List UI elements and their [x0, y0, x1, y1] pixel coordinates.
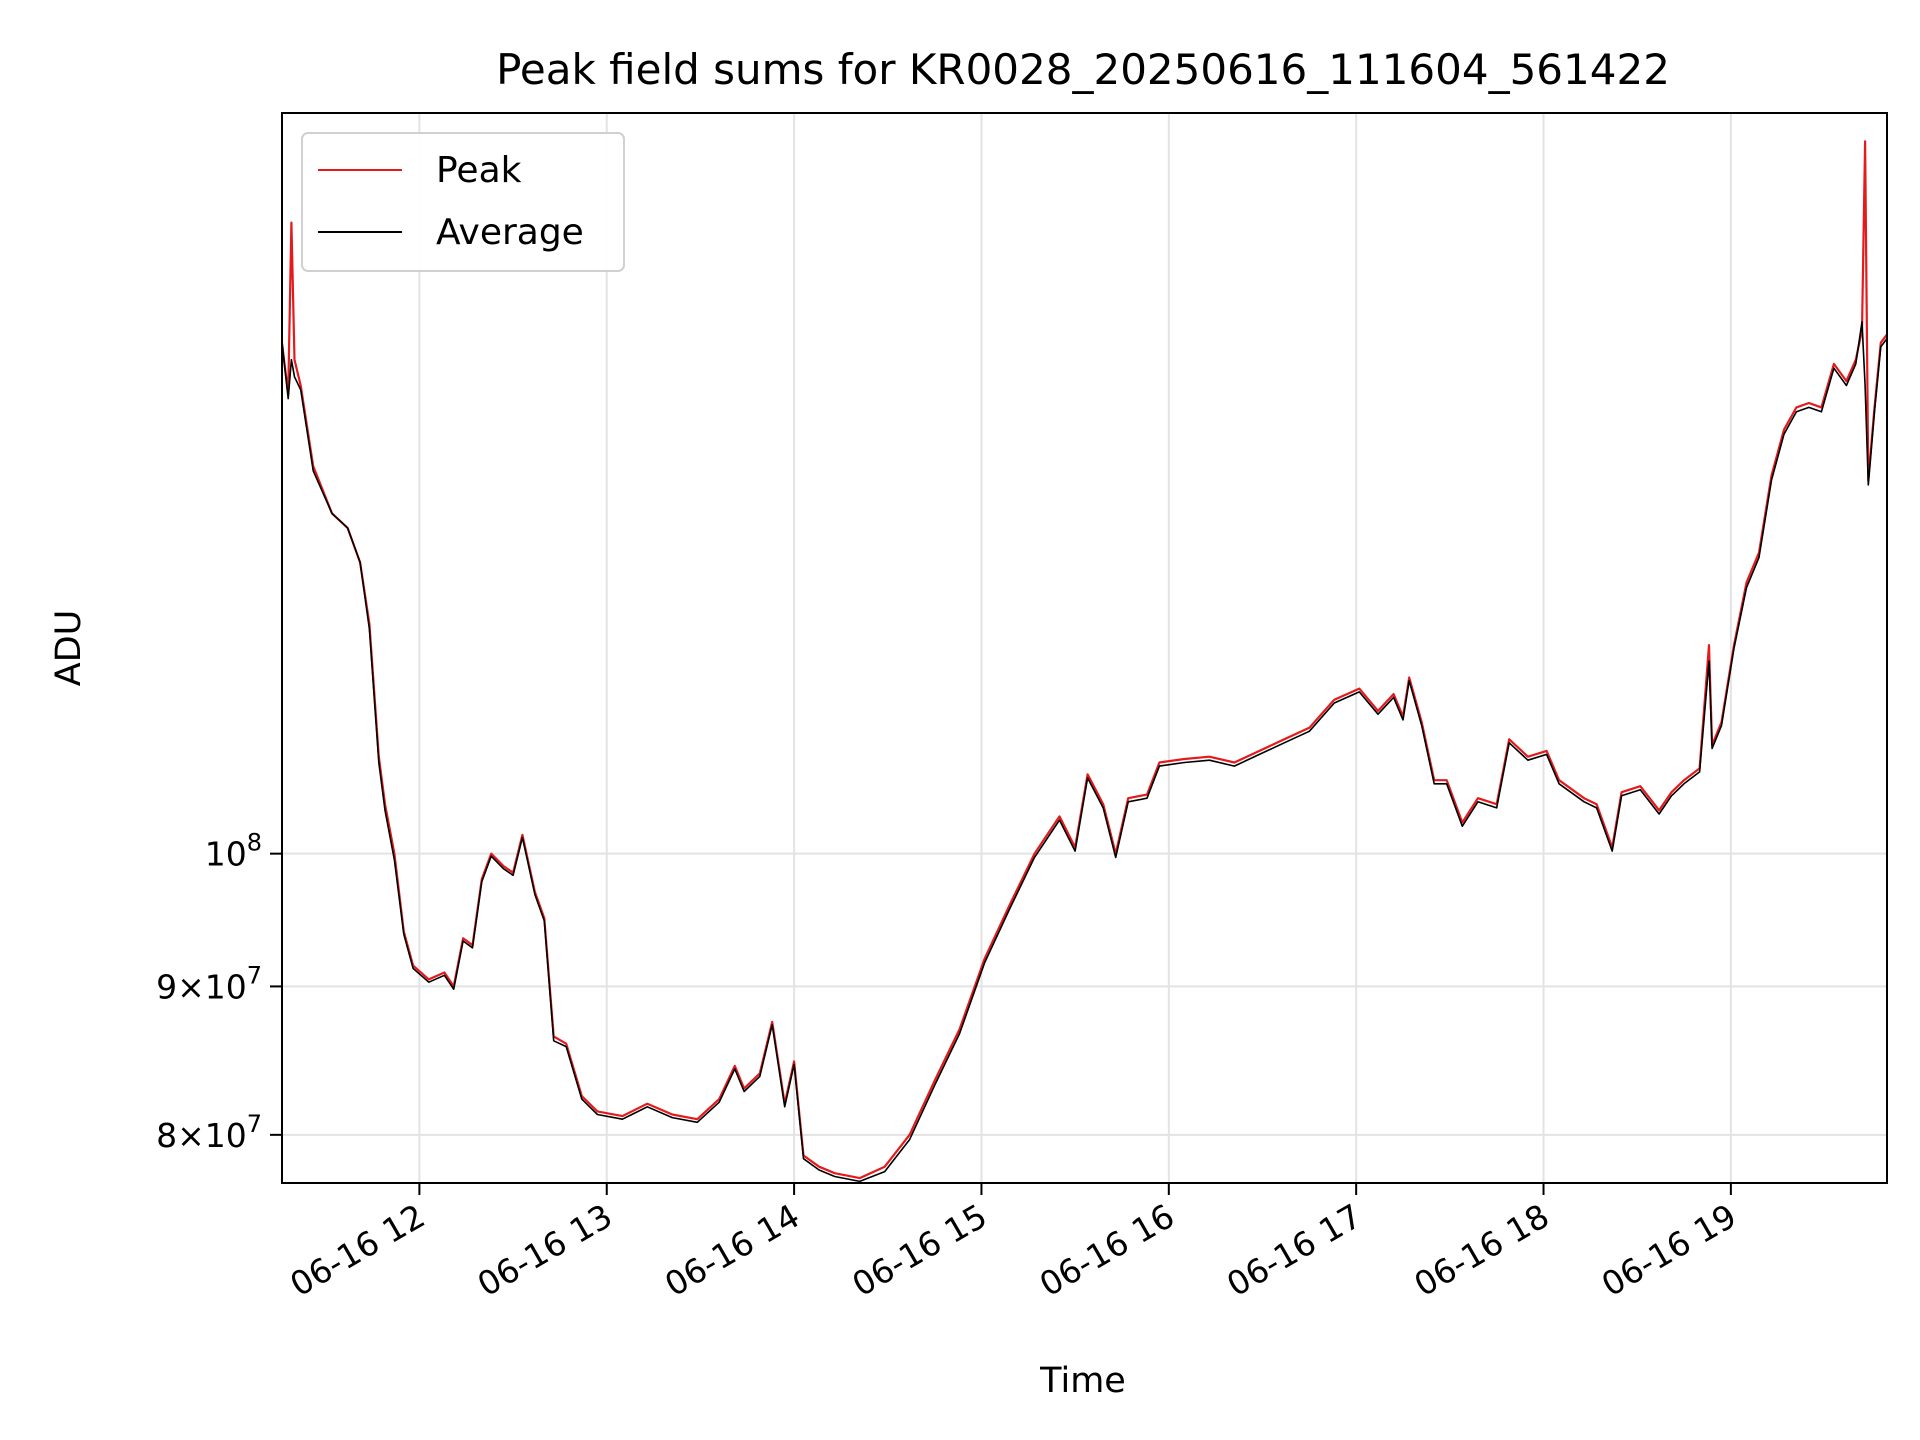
x-axis-title: Time [1039, 1361, 1126, 1401]
legend-label-average: Average [436, 212, 584, 253]
legend-box [301, 132, 625, 272]
series-line-average [281, 321, 1888, 1183]
y-tick-label: 9×107 [156, 961, 262, 1006]
legend-label-peak: Peak [436, 150, 522, 191]
y-tick-label: 8×107 [156, 1110, 262, 1155]
series-layer [280, 140, 1888, 1183]
chart-title: Peak field sums for KR0028_20250616_1116… [496, 45, 1670, 94]
grid-lines [282, 113, 1887, 1183]
plot-frame [281, 112, 1888, 1184]
legend: Peak Average [301, 132, 625, 272]
y-axis-title: ADU [49, 610, 89, 687]
